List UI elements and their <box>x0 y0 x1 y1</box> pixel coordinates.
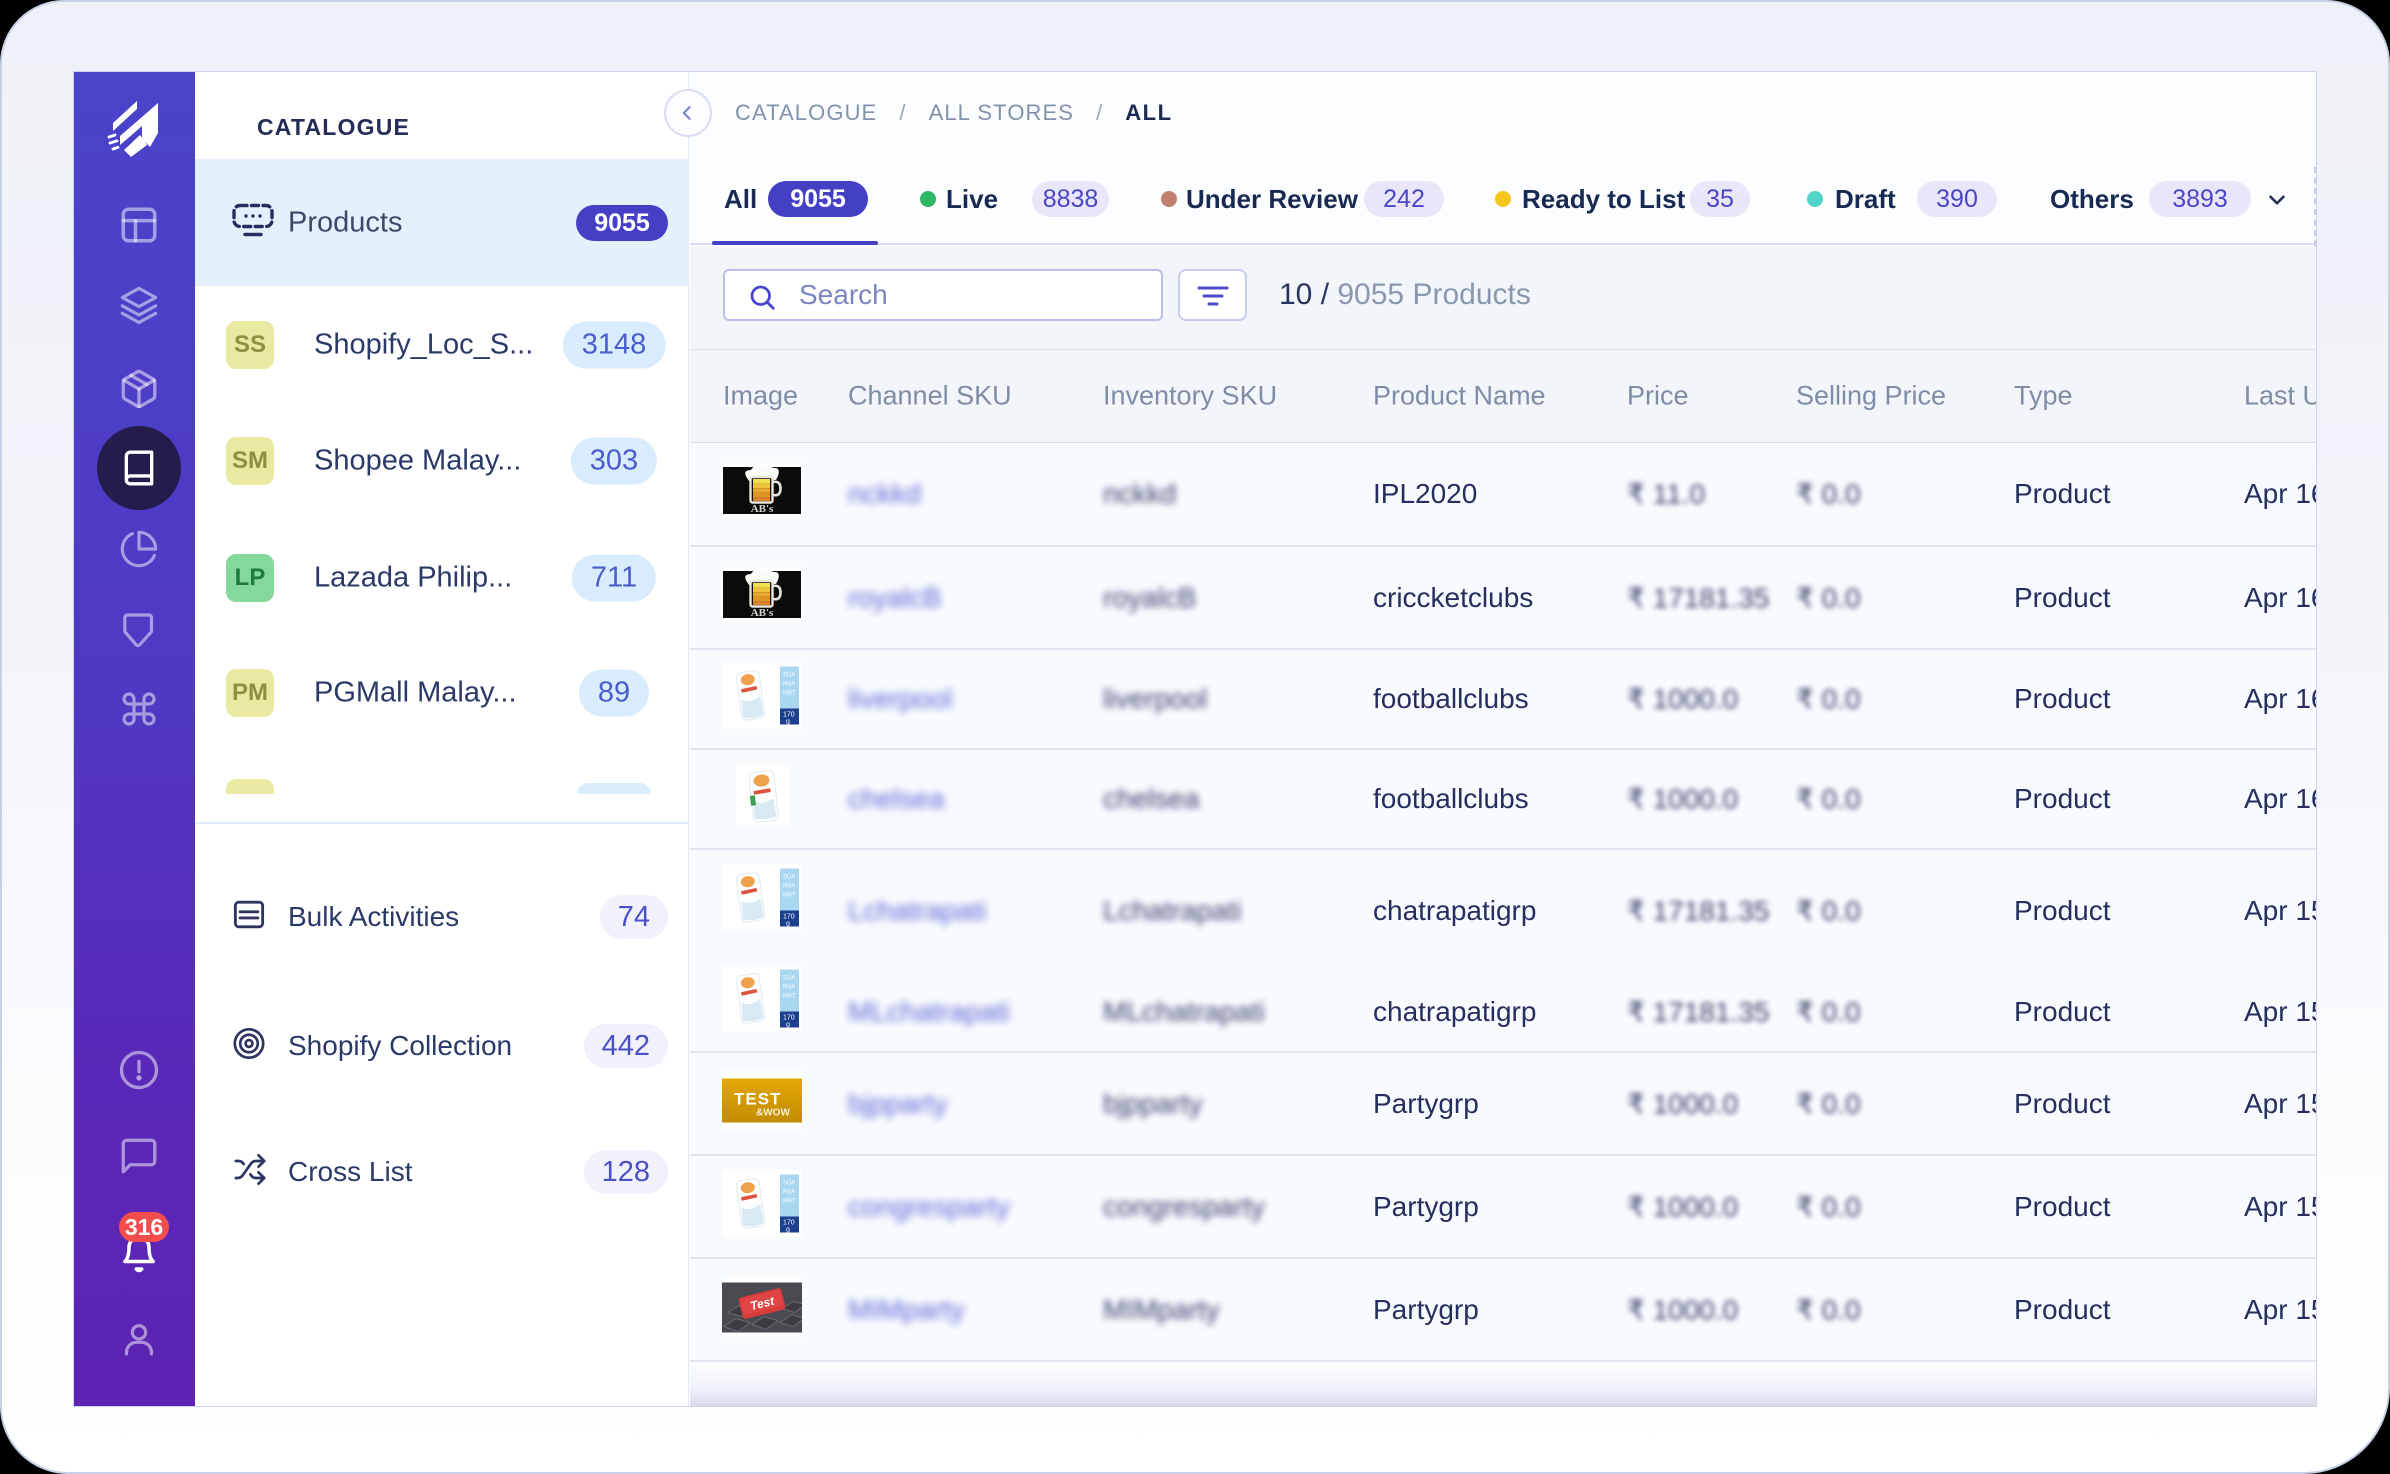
svg-text:MẶT: MẶT <box>783 993 796 1000</box>
svg-text:g: g <box>786 921 790 928</box>
svg-text:170: 170 <box>783 914 795 921</box>
svg-text:SỦA: SỦA <box>783 874 795 881</box>
svg-text:Test: Test <box>749 1293 777 1313</box>
svg-text:RửA: RửA <box>783 1188 795 1195</box>
svg-text:MẶT: MẶT <box>783 1197 796 1204</box>
svg-text:170: 170 <box>783 1015 795 1022</box>
svg-text:SỦA: SỦA <box>783 672 795 679</box>
svg-text:AB's: AB's <box>751 607 774 619</box>
svg-text:&WOW: &WOW <box>756 1107 790 1118</box>
svg-text:170: 170 <box>783 1219 795 1226</box>
svg-text:RửA: RửA <box>783 681 795 688</box>
svg-text:g: g <box>786 1226 790 1233</box>
svg-text:SỦA: SỦA <box>783 1179 795 1186</box>
svg-text:SỦA: SỦA <box>783 975 795 982</box>
svg-text:g: g <box>786 1022 790 1029</box>
svg-text:MẶT: MẶT <box>783 892 796 899</box>
svg-text:AB's: AB's <box>751 503 774 515</box>
svg-text:TEST: TEST <box>734 1089 781 1108</box>
svg-text:g: g <box>786 719 790 726</box>
svg-text:170: 170 <box>783 712 795 719</box>
svg-text:MẶT: MẶT <box>783 690 796 697</box>
svg-text:RửA: RửA <box>783 883 795 890</box>
svg-text:RửA: RửA <box>783 984 795 991</box>
